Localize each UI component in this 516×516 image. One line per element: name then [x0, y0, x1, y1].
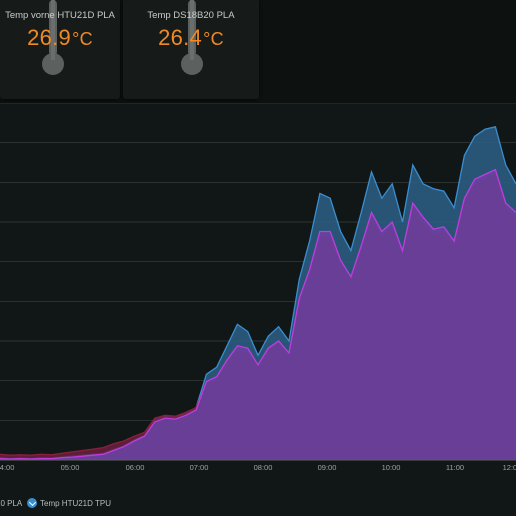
- temp-card-ds18b20-pla[interactable]: Temp DS18B20 PLA 26.4°C: [123, 0, 259, 99]
- x-tick-label: 12:00: [503, 463, 516, 472]
- x-tick-label: 09:00: [318, 463, 337, 472]
- legend-item-htu21d-tpu[interactable]: Temp HTU21D TPU: [27, 498, 111, 509]
- legend-label: Temp HTU21D TPU: [40, 499, 111, 509]
- series-line: [0, 168, 516, 460]
- check-icon: [27, 498, 37, 508]
- x-tick-label: 07:00: [190, 463, 209, 472]
- temperature-value: 26.4: [158, 25, 203, 50]
- temperature-value: 26.9: [27, 25, 72, 50]
- card-value: 26.4°C: [123, 25, 259, 51]
- temp-card-htu21d-pla[interactable]: Temp vorne HTU21D PLA 26.9°C: [0, 0, 120, 99]
- thermometer-icon: [181, 0, 203, 75]
- card-value: 26.9°C: [0, 25, 120, 51]
- temperature-unit: °C: [72, 29, 93, 49]
- thermometer-icon: [42, 0, 64, 75]
- history-chart-panel[interactable]: 04:00 05:00 06:00 07:00 08:00 09:00 10:00 11:00…: [0, 103, 516, 516]
- legend-label: 20 PLA: [0, 499, 23, 508]
- x-tick-label: 04:00: [0, 463, 14, 472]
- legend-item-pla[interactable]: 20 PLA: [0, 499, 22, 508]
- temperature-unit: °C: [203, 29, 224, 49]
- x-tick-label: 11:00: [446, 463, 464, 472]
- x-tick-label: 05:00: [61, 463, 80, 472]
- card-title: Temp vorne HTU21D PLA: [5, 10, 115, 21]
- x-tick-label: 06:00: [126, 463, 145, 472]
- x-tick-label: 10:00: [382, 463, 401, 472]
- history-chart[interactable]: 04:00 05:00 06:00 07:00 08:00 09:00 10:00 11:00…: [0, 103, 516, 516]
- chart-legend: 20 PLA Temp HTU21D TPU: [0, 497, 516, 511]
- series-area: [0, 169, 516, 460]
- card-title: Temp DS18B20 PLA: [147, 10, 235, 21]
- x-tick-label: 08:00: [254, 463, 273, 472]
